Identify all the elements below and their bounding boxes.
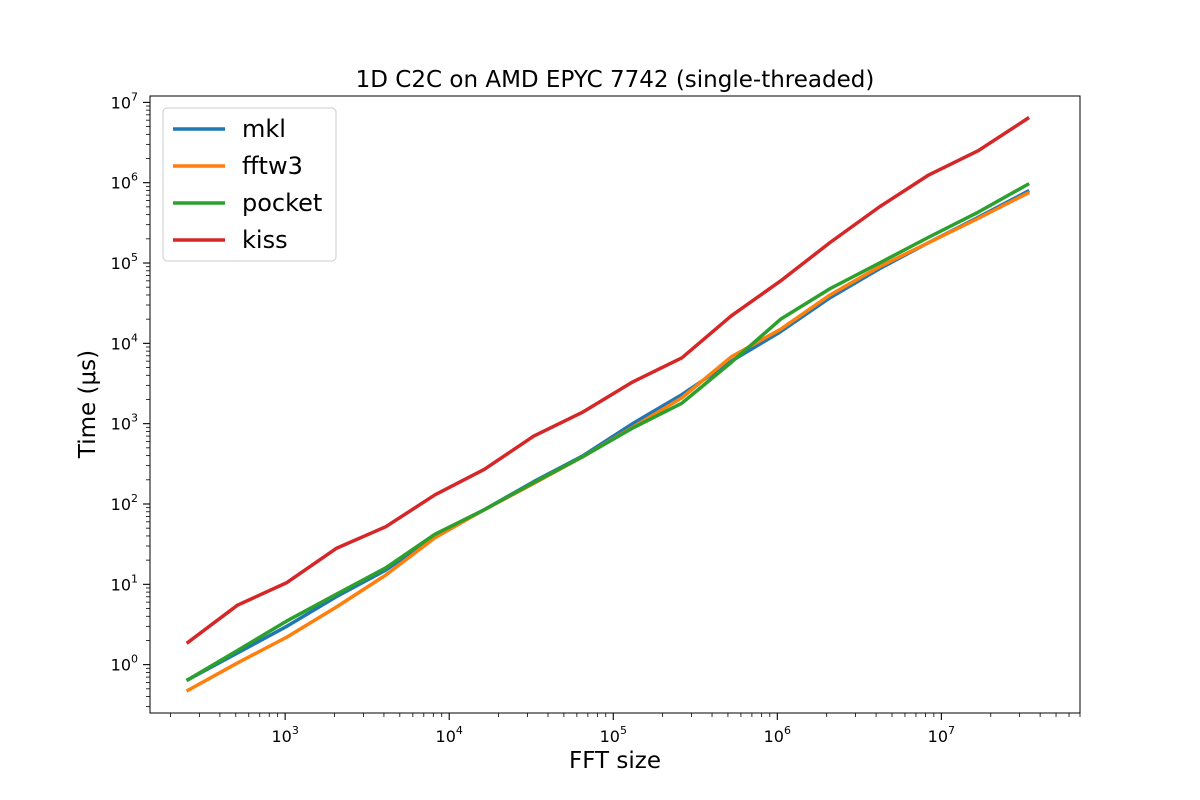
x-axis-ticks: 103 104 105 106 107 — [170, 713, 1081, 746]
y-tick-label: 101 — [111, 572, 138, 594]
series-line-kiss — [185, 116, 1031, 645]
series-line-pocket — [185, 182, 1030, 683]
legend-box — [162, 107, 337, 262]
x-axis-label: FFT size — [569, 748, 661, 774]
x-tick-label: 106 — [764, 724, 791, 746]
y-tick-label: 105 — [111, 251, 138, 273]
legend-label-kiss: kiss — [242, 226, 288, 254]
plot-area: 103 104 105 106 107 100 101 102 103 104 105 106 107 — [111, 90, 1081, 746]
x-tick-label: 104 — [436, 724, 463, 746]
y-tick-label: 106 — [111, 171, 138, 193]
chart-title: 1D C2C on AMD EPYC 7742 (single-threaded… — [356, 67, 875, 93]
legend: mkl fftw3 pocket kiss — [162, 107, 337, 262]
series-layer — [185, 116, 1031, 693]
y-tick-label: 107 — [111, 90, 138, 112]
y-tick-label: 102 — [111, 492, 138, 514]
x-tick-label: 105 — [600, 724, 627, 746]
y-tick-label: 103 — [111, 412, 138, 434]
y-tick-label: 104 — [111, 331, 138, 353]
axes-frame — [149, 95, 1081, 714]
x-tick-label: 107 — [928, 724, 955, 746]
x-tick-label: 103 — [271, 724, 298, 746]
y-axis-ticks: 100 101 102 103 104 105 106 107 — [111, 90, 150, 708]
legend-label-mkl: mkl — [242, 115, 286, 143]
legend-label-pocket: pocket — [242, 189, 322, 217]
y-axis-label: Time (μs) — [75, 350, 101, 459]
y-tick-label: 100 — [111, 653, 138, 675]
legend-label-fftw3: fftw3 — [242, 152, 303, 180]
